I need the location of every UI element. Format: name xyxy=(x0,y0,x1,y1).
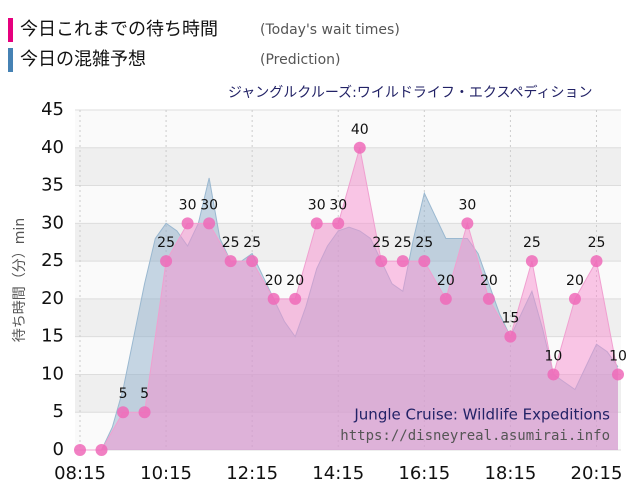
y-tick-label: 10 xyxy=(41,363,64,384)
y-tick-label: 25 xyxy=(41,250,64,271)
point xyxy=(590,255,603,268)
value-label: 25 xyxy=(243,235,261,251)
y-tick-label: 20 xyxy=(41,288,64,309)
y-tick-label: 15 xyxy=(41,326,64,347)
annotation: Jungle Cruise: Wildlife Expeditions xyxy=(353,406,610,424)
legend-label: 今日これまでの待ち時間 xyxy=(20,19,218,40)
y-tick-label: 0 xyxy=(53,439,64,460)
value-label: 10 xyxy=(609,348,627,364)
legend-label: 今日の混雑予想 xyxy=(20,49,146,70)
x-tick-label: 08:15 xyxy=(54,463,106,484)
point xyxy=(117,406,130,419)
point xyxy=(310,217,323,230)
area-line xyxy=(80,147,619,451)
point xyxy=(439,292,452,305)
x-tick-label: 14:15 xyxy=(312,463,364,484)
point xyxy=(246,255,259,268)
point xyxy=(504,330,517,343)
point xyxy=(224,255,237,268)
value-label: 30 xyxy=(308,197,326,213)
y-tick-label: 40 xyxy=(41,137,64,158)
x-tick-label: 10:15 xyxy=(140,463,192,484)
y-tick-label: 35 xyxy=(41,175,64,196)
value-label: 40 xyxy=(351,122,369,138)
point xyxy=(568,292,581,305)
legend-swatch xyxy=(8,18,13,42)
value-label: 30 xyxy=(458,197,476,213)
y-tick-label: 45 xyxy=(41,99,64,120)
x-tick-label: 18:15 xyxy=(484,463,536,484)
point xyxy=(375,255,388,268)
point xyxy=(138,406,151,419)
point xyxy=(289,292,302,305)
point xyxy=(95,444,108,456)
point xyxy=(461,217,474,230)
point xyxy=(203,217,216,230)
legend-swatch xyxy=(8,48,13,72)
value-label: 25 xyxy=(394,235,412,251)
y-axis-label: 待ち時間（分）min xyxy=(12,218,28,342)
value-label: 30 xyxy=(329,197,347,213)
value-label: 20 xyxy=(480,273,498,289)
point xyxy=(267,292,280,305)
value-label: 20 xyxy=(566,273,584,289)
point xyxy=(396,255,409,268)
value-label: 30 xyxy=(179,197,197,213)
point xyxy=(332,217,345,230)
value-label: 25 xyxy=(157,235,175,251)
y-tick-label: 5 xyxy=(53,401,64,422)
x-tick-label: 20:15 xyxy=(571,463,623,484)
value-label: 25 xyxy=(372,235,390,251)
point xyxy=(547,368,560,381)
point xyxy=(74,444,86,456)
value-label: 5 xyxy=(140,386,149,402)
point xyxy=(353,141,366,154)
x-tick-label: 12:15 xyxy=(226,463,278,484)
annotation: https://disneyreal.asumirai.info xyxy=(340,428,610,444)
value-label: 25 xyxy=(222,235,240,251)
y-tick-label: 30 xyxy=(41,212,64,233)
value-label: 20 xyxy=(286,273,304,289)
area-fill xyxy=(80,147,618,450)
value-label: 20 xyxy=(437,273,455,289)
chart-title: ジャングルクルーズ:ワイルドライフ・エクスペディション xyxy=(228,84,593,101)
value-label: 30 xyxy=(200,197,218,213)
value-label: 5 xyxy=(119,386,128,402)
x-tick-label: 16:15 xyxy=(398,463,450,484)
point xyxy=(525,255,538,268)
value-label: 25 xyxy=(588,235,606,251)
grid-band xyxy=(75,147,621,186)
point xyxy=(160,255,173,268)
point xyxy=(612,368,624,381)
value-label: 20 xyxy=(265,273,283,289)
point xyxy=(482,292,495,305)
legend-sublabel: (Prediction) xyxy=(260,52,340,68)
value-label: 25 xyxy=(415,235,433,251)
value-label: 10 xyxy=(545,348,563,364)
point xyxy=(418,255,431,268)
legend-sublabel: (Today's wait times) xyxy=(260,22,400,38)
value-label: 15 xyxy=(501,311,519,327)
point xyxy=(181,217,194,230)
value-label: 25 xyxy=(523,235,541,251)
